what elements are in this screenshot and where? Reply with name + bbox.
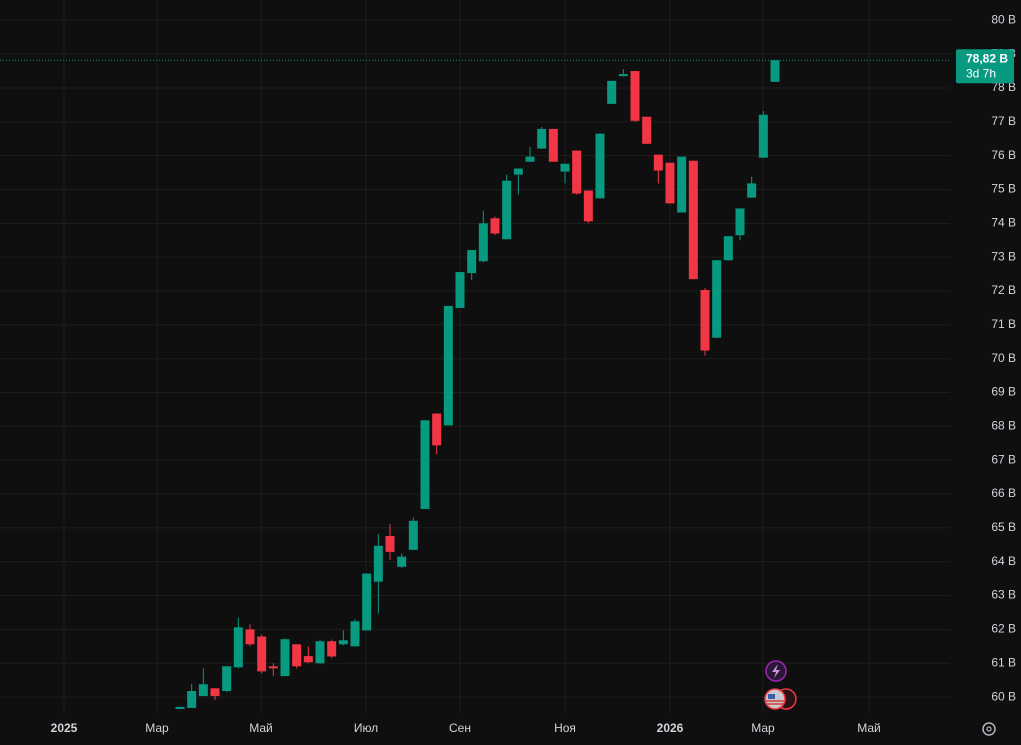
candle-body [467,250,477,274]
candle-body [583,190,593,222]
candle-body [712,260,722,338]
candle-body [700,289,710,351]
y-tick-label: 63 B [991,588,1016,602]
candle-body [432,413,442,446]
candle-body [677,156,687,213]
candle-body [618,74,628,77]
candle-body [327,641,337,657]
x-tick-label: Сен [449,721,471,735]
candle-body [630,71,640,121]
candle-body [222,666,232,691]
candle-body [187,690,197,708]
candle-body [385,536,395,552]
y-tick-label: 68 B [991,419,1016,433]
y-tick-label: 61 B [991,655,1016,669]
y-tick-label: 64 B [991,554,1016,568]
settings-button[interactable] [982,722,996,736]
plot [0,59,950,710]
y-tick-label: 67 B [991,452,1016,466]
x-tick-label: 2025 [51,721,78,735]
y-tick-label: 74 B [991,216,1016,230]
x-tick-label: Май [249,721,273,735]
candle-body [502,180,512,240]
candle-body [513,168,523,175]
candle-body [653,154,663,171]
candle-body [688,160,698,280]
candle-body [560,163,570,172]
candle-body [490,218,500,234]
x-tick-label: Июл [354,721,378,735]
candle-body [607,80,617,104]
candle-body [175,706,185,709]
candle-body [362,573,372,631]
lightning-icon [772,664,780,678]
candle-body [280,639,290,677]
candle-body [758,114,768,158]
y-tick-label: 77 B [991,114,1016,128]
candle-body [292,644,302,667]
gear-icon [982,722,996,736]
candle-body [397,556,407,567]
candle-body [443,305,453,426]
x-tick-label: Ноя [554,721,576,735]
y-tick-label: 62 B [991,622,1016,636]
candle-body [198,684,208,697]
candle-body [770,60,780,82]
candle-body [373,545,383,582]
candle-body [525,156,535,162]
candle-body [537,128,547,149]
y-tick-label: 78 B [991,80,1016,94]
y-tick-label: 70 B [991,351,1016,365]
last-price-label: 78,82 B [966,51,1008,65]
y-tick-label: 60 B [991,689,1016,703]
candle-body [747,183,757,198]
candle-body [572,150,582,194]
candle-body [303,656,313,663]
y-tick-label: 71 B [991,317,1016,331]
candle-body [723,236,733,261]
y-tick-label: 76 B [991,148,1016,162]
candle-body [735,208,745,236]
candle-body [455,272,465,308]
gear-center [986,726,992,732]
x-tick-label: Мар [751,721,775,735]
candle-body [350,621,360,647]
countdown: 3d 7h [966,66,996,80]
candle-body [665,162,675,204]
candle-body [338,640,348,645]
candle-body [420,420,430,509]
event-icons [764,660,797,710]
candle-body [257,636,267,672]
candle-body [642,116,652,144]
x-tick-label: Май [857,721,881,735]
y-tick-label: 65 B [991,520,1016,534]
x-tick-label: 2026 [657,721,684,735]
candle-body [408,520,418,550]
candle-body [315,641,325,664]
x-tick-label: Мар [145,721,169,735]
candle-body [210,688,220,697]
candle-body [595,133,605,199]
axes: 60 B 61 B 62 B 63 B 64 B 65 B 66 B 67 B 68 B 69 B… [51,12,1016,735]
y-tick-label: 75 B [991,182,1016,196]
flag-canton [768,694,775,699]
y-tick-label: 73 B [991,249,1016,263]
last-price-box [956,49,1014,84]
y-tick-label: 72 B [991,283,1016,297]
y-tick-label: 69 B [991,385,1016,399]
candle-body [245,629,255,645]
candle-body [478,223,488,262]
y-tick-label: 66 B [991,486,1016,500]
candle-body [268,666,278,669]
candle-body [233,627,243,668]
y-tick-label: 80 B [991,12,1016,26]
candle-body [548,128,558,162]
